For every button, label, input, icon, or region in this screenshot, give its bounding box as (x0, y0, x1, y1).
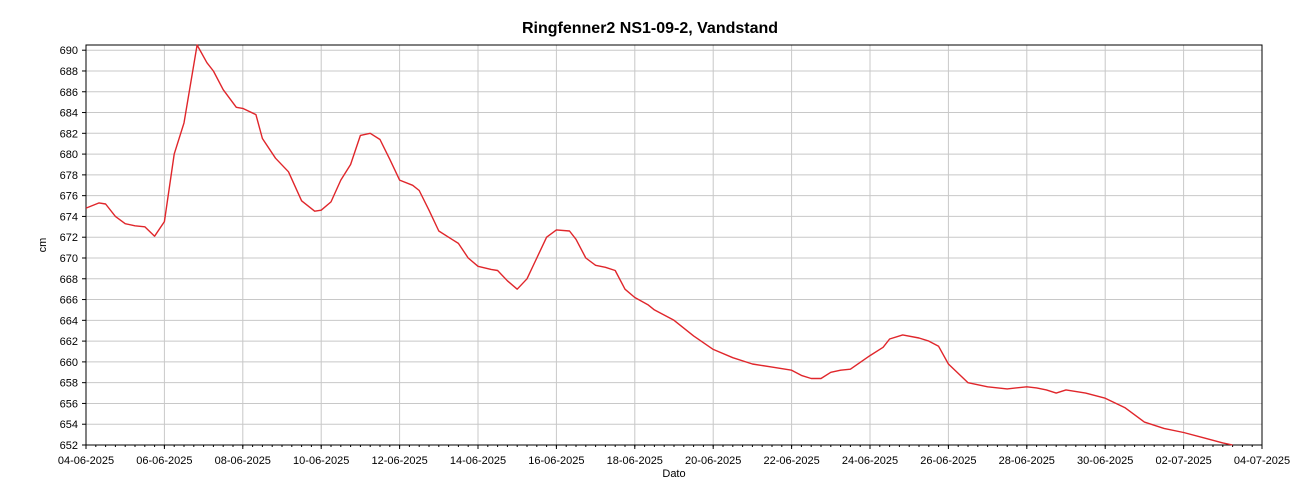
y-tick-label: 660 (60, 357, 78, 369)
y-tick-label: 684 (60, 108, 78, 120)
x-tick-label: 04-07-2025 (1234, 455, 1290, 467)
y-tick-label: 690 (60, 45, 78, 57)
x-tick-label: 04-06-2025 (58, 455, 114, 467)
y-tick-label: 672 (60, 232, 78, 244)
y-tick-label: 668 (60, 274, 78, 286)
y-tick-label: 652 (60, 440, 78, 452)
x-tick-label: 24-06-2025 (842, 455, 898, 467)
y-tick-label: 666 (60, 295, 78, 307)
x-tick-label: 22-06-2025 (763, 455, 819, 467)
y-tick-label: 674 (60, 211, 78, 223)
y-tick-label: 656 (60, 398, 78, 410)
x-tick-label: 10-06-2025 (293, 455, 349, 467)
y-tick-label: 658 (60, 378, 78, 390)
y-tick-label: 662 (60, 336, 78, 348)
y-tick-label: 664 (60, 315, 78, 327)
series-line (85, 44, 1233, 446)
y-tick-label: 670 (60, 253, 78, 265)
x-tick-label: 28-06-2025 (999, 455, 1055, 467)
x-tick-label: 16-06-2025 (528, 455, 584, 467)
x-tick-label: 12-06-2025 (371, 455, 427, 467)
x-tick-label: 02-07-2025 (1155, 455, 1211, 467)
x-axis-label: Dato (662, 468, 685, 480)
y-tick-label: 682 (60, 128, 78, 140)
y-axis-label: cm (37, 238, 49, 253)
axis-labels: 652 654 656 658 660 662 664 666 668 670 672 674 676 6… (37, 45, 1290, 480)
y-tick-label: 688 (60, 66, 78, 78)
x-tick-label: 06-06-2025 (136, 455, 192, 467)
x-tick-label: 26-06-2025 (920, 455, 976, 467)
x-tick-label: 20-06-2025 (685, 455, 741, 467)
axes (82, 44, 1263, 449)
y-tick-label: 686 (60, 87, 78, 99)
x-tick-label: 08-06-2025 (215, 455, 271, 467)
plot-area (86, 45, 1262, 445)
y-tick-label: 676 (60, 191, 78, 203)
x-tick-label: 14-06-2025 (450, 455, 506, 467)
plot-frame (85, 44, 1263, 446)
y-tick-label: 678 (60, 170, 78, 182)
series-layer (85, 44, 1233, 446)
x-tick-label: 18-06-2025 (607, 455, 663, 467)
grid-lines (85, 45, 1263, 446)
y-tick-label: 654 (60, 419, 78, 431)
x-tick-label: 30-06-2025 (1077, 455, 1133, 467)
y-tick-label: 680 (60, 149, 78, 161)
chart-title: Ringfenner2 NS1-09-2, Vandstand (521, 20, 779, 37)
